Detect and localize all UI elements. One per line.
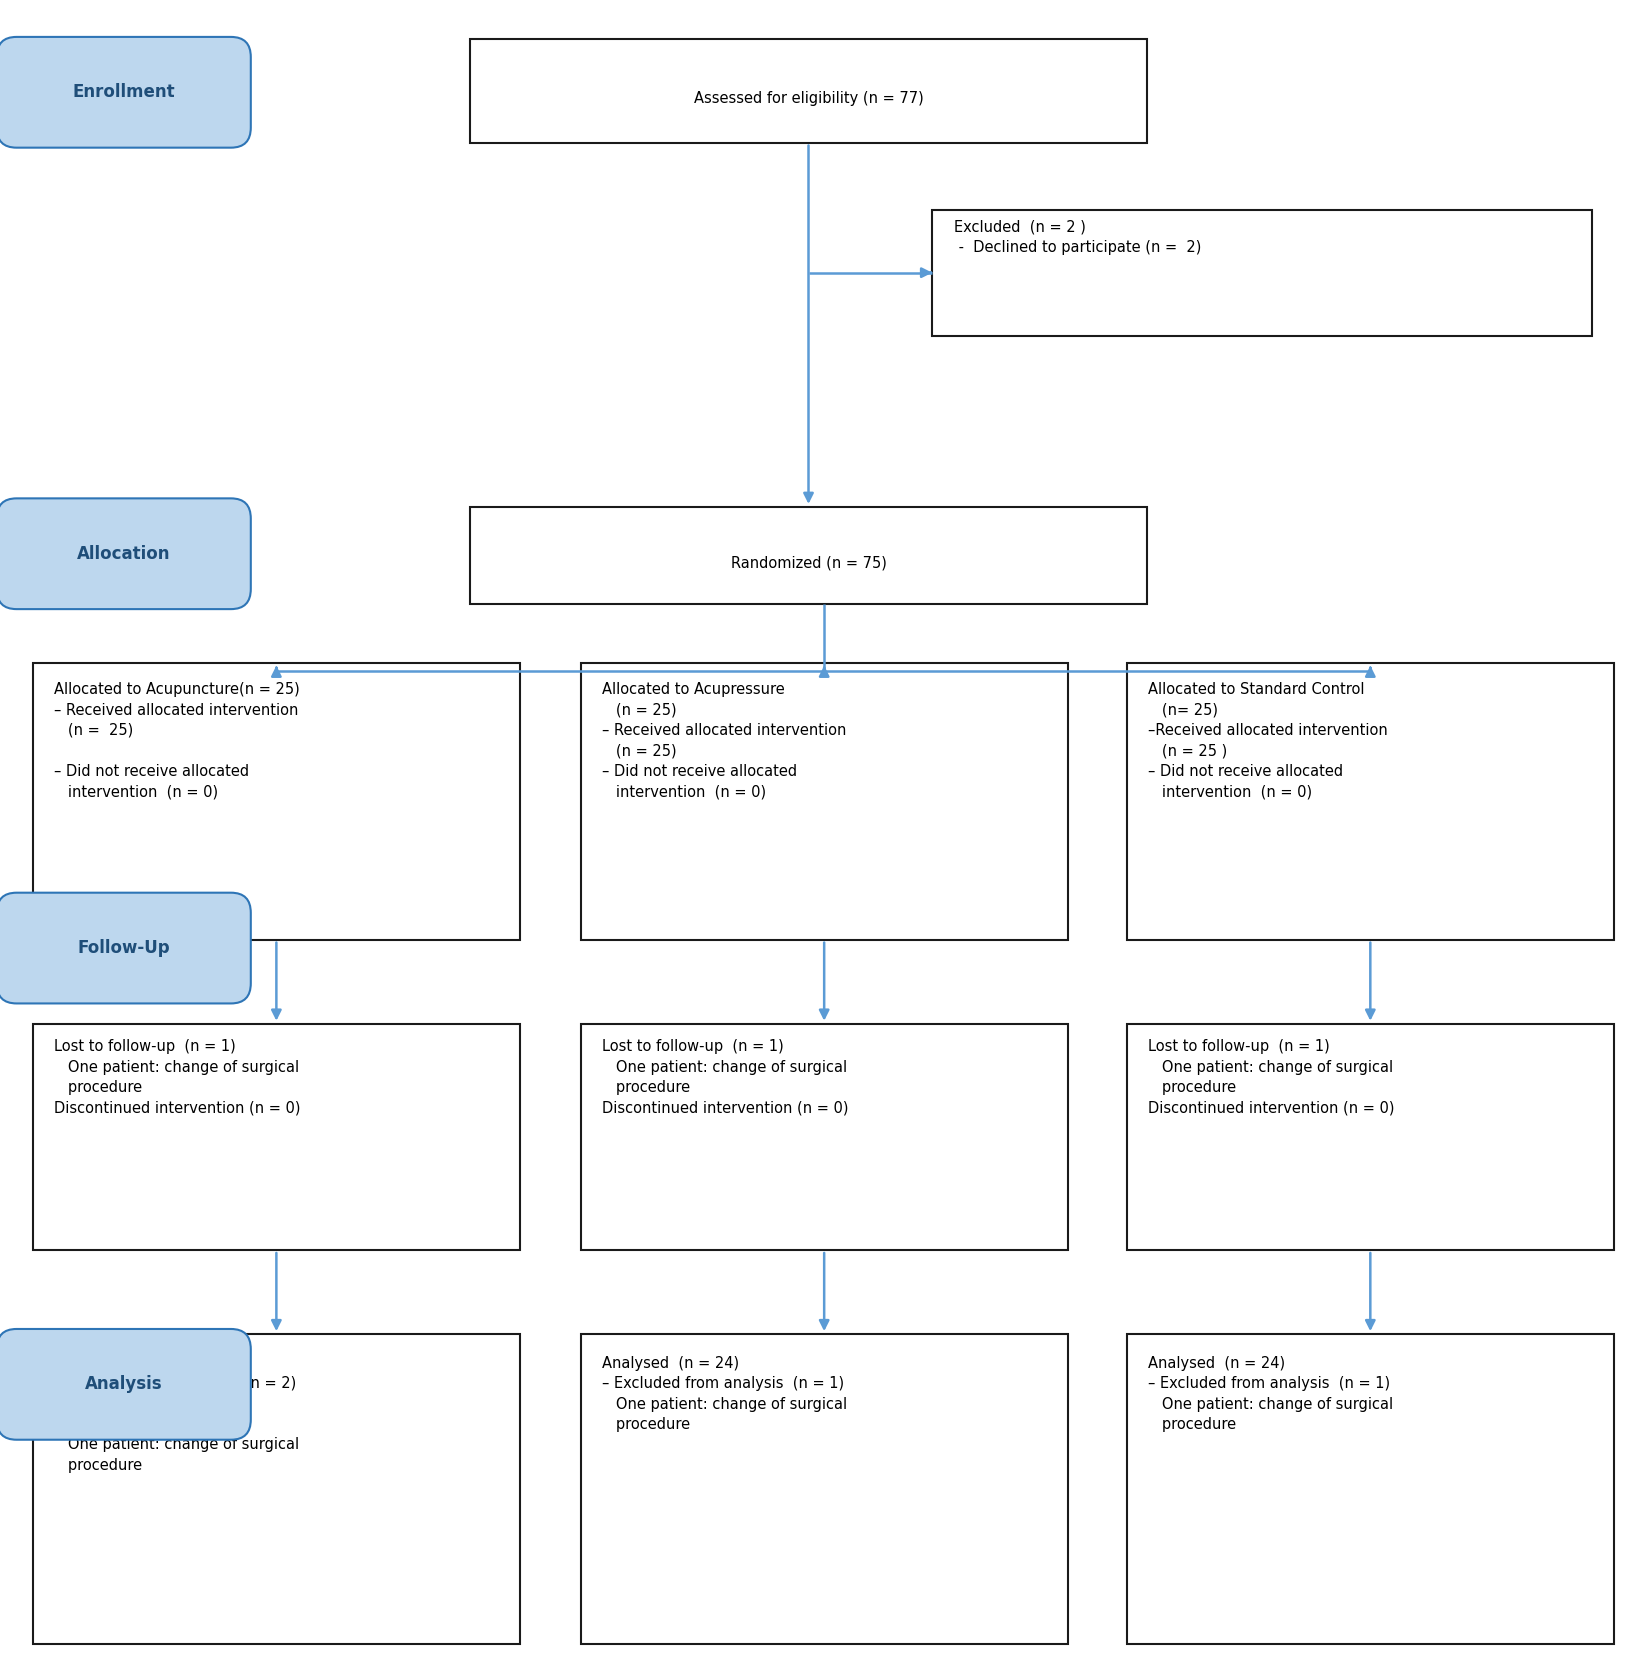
Text: Allocated to Standard Control
   (n= 25)
–Received allocated intervention
   (n : Allocated to Standard Control (n= 25) –R… — [1148, 683, 1388, 799]
FancyBboxPatch shape — [33, 1024, 520, 1250]
Text: Enrollment: Enrollment — [73, 84, 175, 101]
FancyBboxPatch shape — [0, 1329, 251, 1440]
FancyBboxPatch shape — [1127, 1334, 1614, 1644]
FancyBboxPatch shape — [1127, 663, 1614, 940]
FancyBboxPatch shape — [581, 663, 1068, 940]
FancyBboxPatch shape — [0, 893, 251, 1003]
FancyBboxPatch shape — [33, 663, 520, 940]
Text: Lost to follow-up  (n = 1)
   One patient: change of surgical
   procedure
Disco: Lost to follow-up (n = 1) One patient: c… — [54, 1039, 300, 1116]
Text: Allocated to Acupuncture(n = 25)
– Received allocated intervention
   (n =  25)
: Allocated to Acupuncture(n = 25) – Recei… — [54, 683, 300, 799]
FancyBboxPatch shape — [470, 507, 1147, 604]
FancyBboxPatch shape — [0, 498, 251, 609]
FancyBboxPatch shape — [581, 1334, 1068, 1644]
FancyBboxPatch shape — [932, 210, 1592, 336]
FancyBboxPatch shape — [33, 1334, 520, 1644]
FancyBboxPatch shape — [581, 1024, 1068, 1250]
Text: Lost to follow-up  (n = 1)
   One patient: change of surgical
   procedure
Disco: Lost to follow-up (n = 1) One patient: c… — [1148, 1039, 1394, 1116]
FancyBboxPatch shape — [0, 37, 251, 148]
Text: Lost to follow-up  (n = 1)
   One patient: change of surgical
   procedure
Disco: Lost to follow-up (n = 1) One patient: c… — [602, 1039, 848, 1116]
Text: Analysed  (n = 24)
– Excluded from analysis  (n = 1)
   One patient: change of s: Analysed (n = 24) – Excluded from analys… — [1148, 1356, 1394, 1431]
FancyBboxPatch shape — [470, 39, 1147, 143]
Text: Analysis: Analysis — [84, 1376, 163, 1393]
Text: Analysed  (n = 24)
– Excluded from analysis  (n = 1)
   One patient: change of s: Analysed (n = 24) – Excluded from analys… — [602, 1356, 848, 1431]
Text: Allocated to Acupressure
   (n = 25)
– Received allocated intervention
   (n = 2: Allocated to Acupressure (n = 25) – Rece… — [602, 683, 846, 799]
Text: Follow-Up: Follow-Up — [78, 940, 170, 956]
Text: Excluded  (n = 2 )
 -  Declined to participate (n =  2): Excluded (n = 2 ) - Declined to particip… — [954, 220, 1201, 255]
Text: Assessed for eligibility (n = 77): Assessed for eligibility (n = 77) — [693, 91, 924, 106]
Text: Randomized (n = 75): Randomized (n = 75) — [731, 555, 886, 571]
FancyBboxPatch shape — [1127, 1024, 1614, 1250]
Text: Analysed  (n = 23)
– Excluded from analysis  (n = 2)
   One patient claimed for
: Analysed (n = 23) – Excluded from analys… — [54, 1356, 300, 1473]
Text: Allocation: Allocation — [78, 545, 170, 562]
